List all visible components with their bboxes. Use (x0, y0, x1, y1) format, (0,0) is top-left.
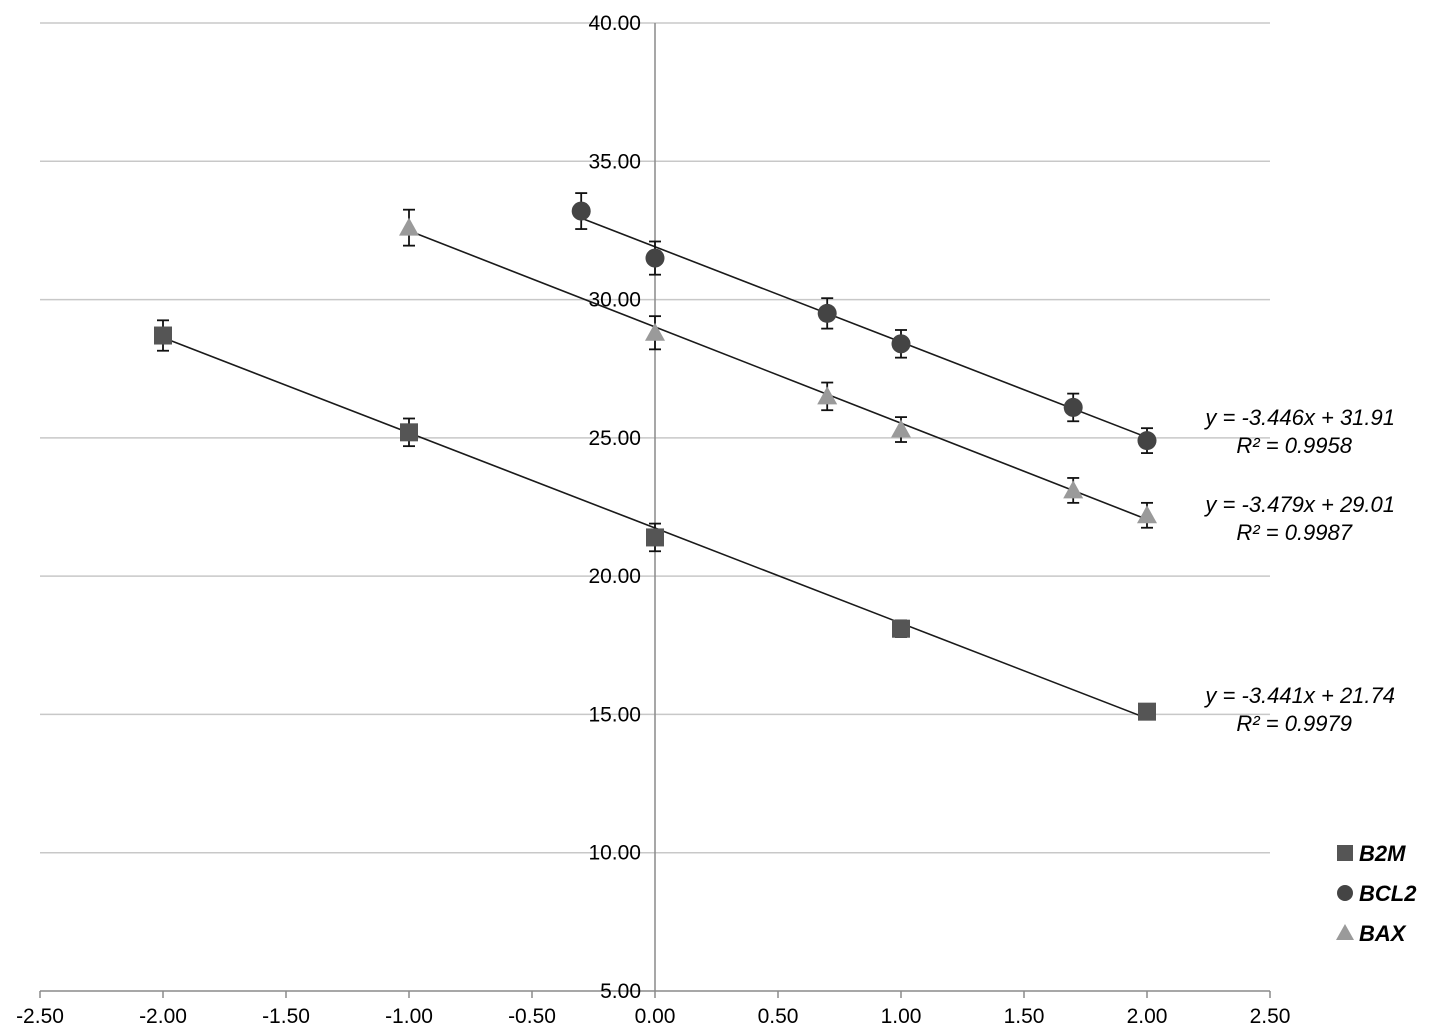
x-tick-label: -1.00 (385, 1005, 433, 1028)
legend-item-bax: BAX (1336, 921, 1407, 946)
r-squared-bcl2: R² = 0.9958 (1236, 433, 1352, 458)
y-tick-label: 5.00 (600, 980, 641, 1003)
x-tick-label: 0.00 (635, 1005, 676, 1028)
legend-marker-bcl2 (1337, 885, 1353, 901)
point-bax (645, 322, 665, 341)
x-tick-label: 0.50 (758, 1005, 799, 1028)
legend-label-bcl2: BCL2 (1359, 881, 1417, 906)
point-bax (817, 386, 838, 405)
point-bcl2 (817, 303, 837, 323)
equation-bcl2: y = -3.446x + 31.91 (1203, 405, 1395, 430)
x-tick-label: -2.00 (139, 1005, 187, 1028)
point-bax (891, 419, 911, 438)
point-b2m (154, 326, 172, 345)
legend-marker-b2m (1337, 845, 1353, 861)
y-tick-label: 35.00 (588, 150, 641, 173)
point-bax (1063, 480, 1084, 499)
point-bax (1137, 505, 1157, 524)
y-tick-label: 10.00 (588, 842, 641, 865)
point-b2m (1138, 702, 1156, 721)
equation-bax: y = -3.479x + 29.01 (1203, 492, 1395, 517)
x-tick-label: 1.00 (881, 1005, 922, 1028)
axes (39, 23, 1271, 998)
legend-label-bax: BAX (1359, 921, 1407, 946)
legend-label-b2m: B2M (1359, 841, 1406, 866)
point-b2m (400, 423, 418, 442)
point-b2m (646, 528, 664, 547)
y-tick-label: 15.00 (588, 703, 641, 726)
x-tick-label: -2.50 (16, 1005, 64, 1028)
point-bax (399, 217, 419, 236)
y-tick-label: 25.00 (588, 427, 641, 450)
x-tick-label: 1.50 (1004, 1005, 1045, 1028)
equation-b2m: y = -3.441x + 21.74 (1203, 683, 1395, 708)
r-squared-bax: R² = 0.9987 (1236, 520, 1352, 545)
point-b2m (892, 619, 910, 638)
point-bcl2 (645, 248, 665, 268)
x-tick-label: 2.00 (1127, 1005, 1168, 1028)
point-bcl2 (1137, 431, 1157, 451)
trendline-bax (408, 229, 1148, 521)
x-tick-label: 2.50 (1250, 1005, 1291, 1028)
x-tick-label: -1.50 (262, 1005, 310, 1028)
data-points (154, 201, 1157, 721)
point-bcl2 (571, 201, 591, 221)
trendline-equations: y = -3.441x + 21.74 R² = 0.9979 y = -3.446… (1203, 405, 1395, 736)
point-bcl2 (1063, 397, 1083, 417)
r-squared-b2m: R² = 0.9979 (1236, 711, 1352, 736)
tick-labels: 5.00 10.00 15.00 20.00 25.00 30.00 35.00 40.00 -… (16, 12, 1290, 1028)
legend-item-b2m: B2M (1337, 841, 1406, 866)
legend-marker-bax (1336, 924, 1354, 940)
y-tick-label: 30.00 (588, 289, 641, 312)
x-tick-label: -0.50 (508, 1005, 556, 1028)
legend: B2M BCL2 BAX (1336, 841, 1417, 946)
point-bcl2 (891, 334, 911, 354)
y-tick-label: 40.00 (588, 12, 641, 35)
legend-item-bcl2: BCL2 (1337, 881, 1417, 906)
trendline-bcl2 (580, 217, 1148, 439)
y-tick-label: 20.00 (588, 565, 641, 588)
